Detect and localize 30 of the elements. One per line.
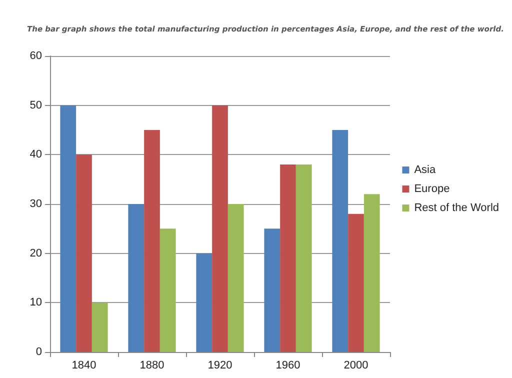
bar xyxy=(144,130,160,352)
legend-label: Europe xyxy=(414,183,450,195)
y-tick-label: 10 xyxy=(30,296,42,309)
bar xyxy=(332,130,348,352)
x-tick-label: 1880 xyxy=(140,360,164,372)
bar xyxy=(76,154,92,352)
x-tick-label: 1960 xyxy=(276,360,300,372)
bar xyxy=(296,164,312,352)
bar xyxy=(280,164,296,352)
legend-label: Rest of the World xyxy=(414,202,500,214)
bar xyxy=(264,228,280,352)
bar xyxy=(364,194,380,352)
bar xyxy=(228,204,244,352)
y-tick-label: 40 xyxy=(30,148,42,161)
x-tick-label: 2000 xyxy=(344,360,368,372)
bar xyxy=(92,302,108,352)
y-tick-label: 0 xyxy=(36,346,42,358)
bar xyxy=(128,204,144,352)
bar xyxy=(348,214,364,352)
x-tick-label: 1920 xyxy=(208,360,232,372)
bar xyxy=(160,228,176,352)
legend-label: Asia xyxy=(414,164,437,176)
y-tick-label: 20 xyxy=(30,247,42,260)
bar xyxy=(196,253,212,352)
y-tick-label: 60 xyxy=(30,50,42,62)
bar xyxy=(212,105,228,352)
y-tick-label: 50 xyxy=(30,99,42,112)
x-tick-label: 1840 xyxy=(72,360,96,372)
y-tick-label: 30 xyxy=(30,198,42,210)
bar xyxy=(60,105,76,352)
